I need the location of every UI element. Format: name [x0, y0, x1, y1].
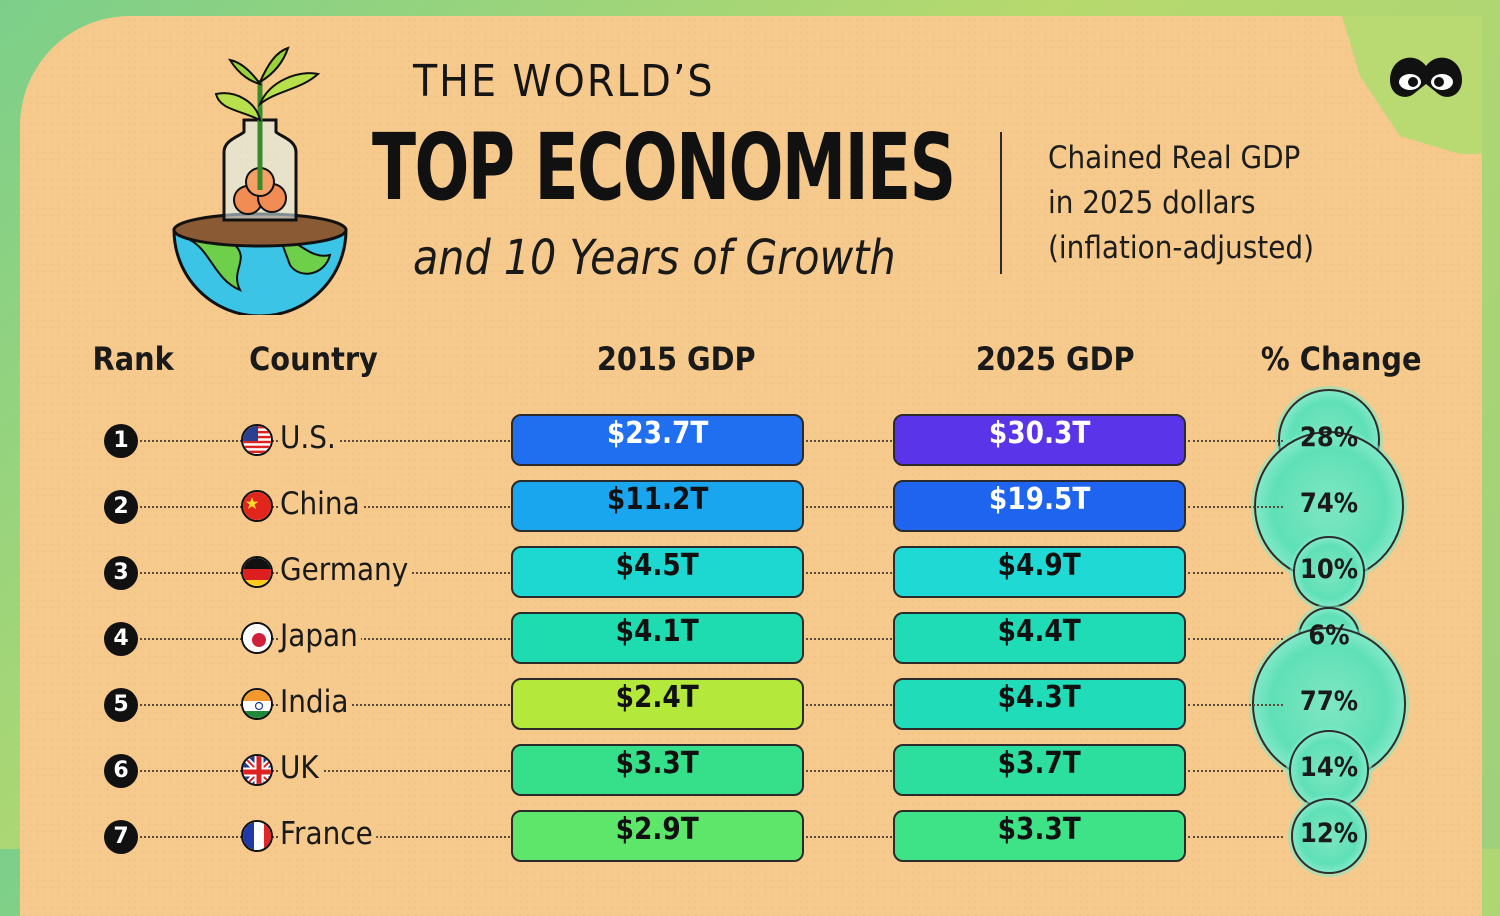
- country-name: Germany: [280, 552, 412, 588]
- country-name: China: [280, 486, 363, 522]
- gdp-2025-label: $30.3T: [989, 416, 1091, 451]
- country-name: Japan: [280, 618, 361, 654]
- row-leader-dots: [806, 704, 892, 706]
- units-note-line: Chained Real GDP: [1048, 136, 1314, 181]
- rank-badge: 2: [104, 490, 138, 524]
- column-header-rank: Rank: [93, 340, 174, 378]
- gdp-2025-label: $4.4T: [998, 614, 1081, 649]
- change-label: 14%: [1275, 752, 1383, 783]
- gdp-2015-bar: $4.1T: [511, 612, 804, 664]
- gdp-2025-bar: $4.4T: [893, 612, 1186, 664]
- column-header-2015-gdp: 2015 GDP: [597, 340, 756, 378]
- gdp-2015-label: $4.1T: [616, 614, 699, 649]
- gdp-2015-label: $4.5T: [616, 548, 699, 583]
- units-note: Chained Real GDP in 2025 dollars (inflat…: [1048, 136, 1314, 271]
- change-label: 6%: [1275, 620, 1383, 651]
- country-name: UK: [280, 750, 322, 786]
- row-leader-dots: [1188, 770, 1283, 772]
- gdp-2015-bar: $2.4T: [511, 678, 804, 730]
- column-header-country: Country: [249, 340, 378, 378]
- cn-flag-icon: [241, 490, 273, 522]
- in-flag-icon: [241, 688, 273, 720]
- gdp-2015-label: $11.2T: [607, 482, 709, 517]
- column-header-2025-gdp: 2025 GDP: [976, 340, 1135, 378]
- gdp-2025-label: $3.3T: [998, 812, 1081, 847]
- gdp-2025-label: $4.3T: [998, 680, 1081, 715]
- gdp-2015-bar: $11.2T: [511, 480, 804, 532]
- row-leader-dots: [1188, 506, 1283, 508]
- gdp-2015-bar: $23.7T: [511, 414, 804, 466]
- gdp-2025-label: $4.9T: [998, 548, 1081, 583]
- gdp-2025-label: $3.7T: [998, 746, 1081, 781]
- country-name: U.S.: [280, 420, 339, 456]
- plant-globe-illustration-icon: [160, 40, 360, 315]
- brand-logo-icon: [1384, 44, 1468, 104]
- gdp-2015-bar: $2.9T: [511, 810, 804, 862]
- country-name: France: [280, 816, 376, 852]
- row-leader-dots: [806, 638, 892, 640]
- title-prefix: THE WORLD’S: [413, 56, 715, 107]
- rank-badge: 6: [104, 754, 138, 788]
- gdp-2025-label: $19.5T: [989, 482, 1091, 517]
- rank-badge: 5: [104, 688, 138, 722]
- gdp-2015-bar: $3.3T: [511, 744, 804, 796]
- fr-flag-icon: [241, 820, 273, 852]
- gdp-2015-label: $2.4T: [616, 680, 699, 715]
- row-leader-dots: [1188, 704, 1283, 706]
- row-leader-dots: [1188, 440, 1283, 442]
- de-flag-icon: [241, 556, 273, 588]
- row-leader-dots: [1188, 836, 1283, 838]
- rank-badge: 1: [104, 424, 138, 458]
- us-flag-icon: [241, 424, 273, 456]
- gdp-2025-bar: $4.9T: [893, 546, 1186, 598]
- units-note-line: (inflation-adjusted): [1048, 226, 1314, 271]
- rank-badge: 3: [104, 556, 138, 590]
- gdp-2025-bar: $3.7T: [893, 744, 1186, 796]
- row-leader-dots: [806, 770, 892, 772]
- row-leader-dots: [1188, 572, 1283, 574]
- change-label: 77%: [1275, 686, 1383, 717]
- units-note-line: in 2025 dollars: [1048, 181, 1314, 226]
- row-leader-dots: [140, 770, 510, 772]
- gdp-2025-bar: $4.3T: [893, 678, 1186, 730]
- title-subtitle: and 10 Years of Growth: [413, 230, 896, 286]
- row-leader-dots: [806, 572, 892, 574]
- uk-flag-icon: [241, 754, 273, 786]
- country-name: India: [280, 684, 352, 720]
- change-label: 10%: [1275, 554, 1383, 585]
- gdp-2015-label: $23.7T: [607, 416, 709, 451]
- column-header-change: % Change: [1261, 340, 1422, 378]
- page-title: TOP ECONOMIES: [372, 114, 955, 221]
- gdp-2015-label: $3.3T: [616, 746, 699, 781]
- change-label: 12%: [1275, 818, 1383, 849]
- gdp-2015-label: $2.9T: [616, 812, 699, 847]
- row-leader-dots: [806, 440, 892, 442]
- rank-badge: 4: [104, 622, 138, 656]
- header-divider: [1000, 132, 1002, 274]
- gdp-2025-bar: $19.5T: [893, 480, 1186, 532]
- row-leader-dots: [806, 836, 892, 838]
- gdp-2025-bar: $30.3T: [893, 414, 1186, 466]
- jp-flag-icon: [241, 622, 273, 654]
- gdp-2025-bar: $3.3T: [893, 810, 1186, 862]
- row-leader-dots: [806, 506, 892, 508]
- row-leader-dots: [1188, 638, 1283, 640]
- change-label: 74%: [1275, 488, 1383, 519]
- change-label: 28%: [1275, 422, 1383, 453]
- gdp-2015-bar: $4.5T: [511, 546, 804, 598]
